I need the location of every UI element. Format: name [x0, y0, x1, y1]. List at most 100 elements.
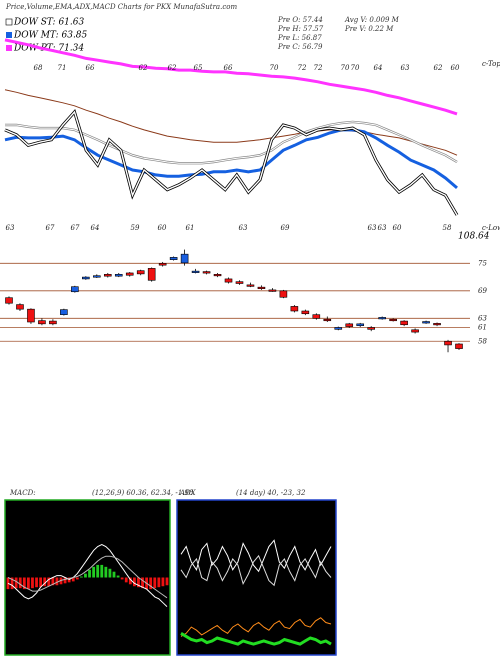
candle-body [5, 297, 13, 304]
ema-line [4, 89, 458, 156]
legend-swatch [6, 45, 12, 51]
histogram-bar [10, 577, 14, 590]
top-label: 70 [270, 64, 279, 72]
histogram-bar [22, 577, 26, 590]
candle-body [422, 321, 430, 324]
last-value: 108.64 [458, 232, 490, 242]
candle-body [301, 310, 310, 315]
candle-body [433, 323, 441, 326]
candle-body [147, 268, 156, 281]
top-label: 63 [401, 64, 410, 72]
candle-body [367, 327, 375, 330]
candle-body [345, 323, 354, 327]
info: Pre O: 57.44 [277, 16, 323, 24]
candle-body [356, 323, 365, 326]
info: Pre L: 56.87 [277, 34, 322, 42]
adx-params: (14 day) 40, -23, 32 [236, 489, 306, 497]
histogram-bar [116, 575, 120, 578]
top-label: 66 [86, 64, 95, 72]
top-label: 66 [224, 64, 233, 72]
histogram-bar [75, 577, 79, 580]
bottom-label: 63 [378, 224, 387, 232]
histogram-bar [165, 577, 169, 586]
y-tick-label: 63 [478, 314, 487, 322]
candle-body [279, 290, 288, 298]
histogram-bar [128, 577, 132, 585]
info: Pre V: 0.22 M [344, 25, 394, 33]
candle-body [27, 308, 35, 323]
histogram-bar [18, 577, 22, 589]
candle-body [246, 284, 255, 287]
candle-body [224, 278, 233, 283]
histogram-bar [63, 577, 67, 584]
bottom-label: 60 [393, 224, 402, 232]
histogram-bar [112, 571, 116, 578]
top-label: 72 [298, 64, 307, 72]
top-label: 64 [374, 64, 383, 72]
top-label: 70 [351, 64, 360, 72]
histogram-bar [55, 577, 59, 586]
adx-line [180, 617, 332, 637]
histogram-bar [14, 577, 18, 589]
candle-body [257, 286, 266, 289]
candle-body [38, 320, 46, 325]
histogram-bar [92, 566, 96, 578]
y-tick-label: 75 [478, 259, 487, 267]
histogram-bar [88, 569, 91, 578]
bottom-label: 67 [46, 224, 55, 232]
candle-body [444, 340, 452, 346]
candle-body [180, 253, 189, 264]
histogram-bar [161, 577, 165, 587]
histogram-bar [51, 577, 55, 586]
top-label: 65 [194, 64, 203, 72]
info: Pre H: 57.57 [277, 25, 324, 33]
candle-body [93, 275, 101, 278]
top-label: 72 [314, 64, 323, 72]
adx-panel [176, 499, 337, 656]
candle-body [213, 274, 222, 277]
candle-body [411, 329, 419, 333]
legend-swatch [5, 18, 13, 26]
candle-body [16, 304, 24, 310]
candle-body [378, 317, 386, 320]
bottom-label: 69 [281, 224, 290, 232]
candle-body [49, 320, 57, 325]
candle-body [158, 263, 167, 266]
top-label: 62 [168, 64, 177, 72]
histogram-bar [149, 577, 153, 590]
histogram-bar [100, 564, 104, 578]
top-label: 62 [434, 64, 443, 72]
legend-item: DOW MT: 63.85 [13, 31, 88, 41]
top-label: 60 [451, 64, 460, 72]
bottom-label: 61 [186, 224, 195, 232]
candle-body [389, 318, 397, 322]
price-line-outline [4, 109, 459, 216]
top-label: 62 [139, 64, 148, 72]
candle-body [323, 318, 332, 322]
ema-line [4, 38, 458, 116]
histogram-bar [120, 577, 124, 580]
bottom-label: 67 [71, 224, 80, 232]
top-label: 71 [58, 64, 67, 72]
candle-body [191, 270, 200, 273]
chart-title: Price,Volume,EMA,ADX,MACD Charts for PKX… [5, 3, 237, 11]
candle-body [71, 286, 79, 293]
candle-body [103, 274, 112, 277]
info: Pre C: 56.79 [277, 43, 323, 51]
candle-body [82, 276, 90, 280]
candle-body [136, 270, 145, 275]
candle-body [235, 281, 244, 284]
histogram-bar [137, 577, 140, 588]
candle-body [60, 309, 68, 315]
macd-label: MACD: [9, 489, 36, 497]
histogram-bar [35, 577, 38, 588]
y-tick-label: 58 [478, 337, 487, 345]
y-tick-label: 69 [478, 287, 487, 295]
candle-body [202, 271, 211, 274]
histogram-bar [96, 564, 100, 578]
bottom-label: 63 [6, 224, 15, 232]
histogram-bar [141, 577, 144, 589]
top-label: 68 [34, 64, 43, 72]
top-label: 70 [341, 64, 350, 72]
